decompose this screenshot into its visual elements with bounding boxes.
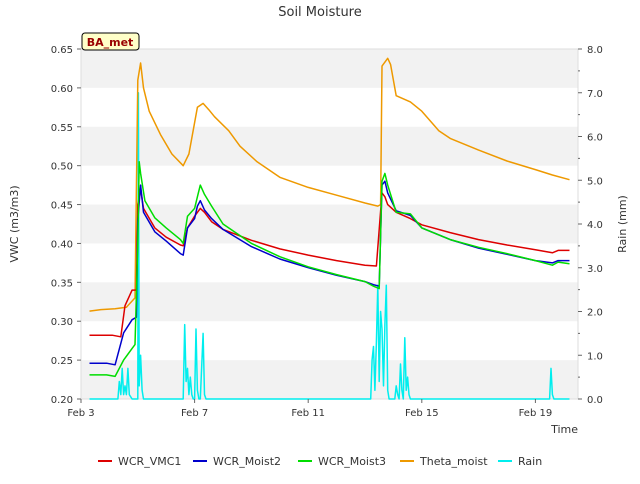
series-line-rain <box>89 92 570 400</box>
y-axis-label: VWC (m3/m3) <box>8 185 21 262</box>
legend-label: Theta_moist <box>419 455 488 468</box>
y-tick-label: 0.35 <box>51 278 73 289</box>
background-bands <box>81 49 578 399</box>
legend-label: WCR_Moist3 <box>318 455 386 468</box>
legend-label: WCR_Moist2 <box>213 455 281 468</box>
series-line-wcr-moist3 <box>89 161 570 378</box>
y-tick-label: 0.30 <box>51 317 73 328</box>
ticks-layer: 0.20 0.25 0.30 0.35 0.40 0.45 0.50 0.55 0.60 0.65… <box>51 45 603 419</box>
y2-tick-label: 1.0 <box>587 351 603 362</box>
badge-box <box>81 32 140 51</box>
legend-label: Rain <box>518 455 542 468</box>
y-tick-label: 0.20 <box>51 395 73 406</box>
grid-band <box>81 360 578 399</box>
series-line-theta-moist <box>89 57 570 312</box>
y2-tick-label: 6.0 <box>587 133 603 144</box>
x-tick-label: Feb 7 <box>181 408 208 419</box>
series-layer <box>89 57 570 400</box>
chart-title: Soil Moisture <box>278 5 362 20</box>
y2-tick-label: 2.0 <box>587 308 603 319</box>
legend: WCR_VMC1 WCR_Moist2 WCR_Moist3 Theta_moist R… <box>98 455 542 468</box>
y-tick-label: 0.65 <box>51 45 73 56</box>
grid-band <box>81 282 578 322</box>
badge: BA_met <box>81 32 140 51</box>
x-tick-label: Feb 11 <box>291 408 325 419</box>
y-tick-label: 0.60 <box>51 84 73 95</box>
y2-tick-label: 4.0 <box>587 220 603 231</box>
y2-tick-label: 3.0 <box>587 264 603 275</box>
x-tick-label: Feb 3 <box>67 408 94 419</box>
y2-tick-label: 7.0 <box>587 89 603 100</box>
y-tick-label: 0.45 <box>51 201 73 212</box>
y-tick-label: 0.25 <box>51 356 73 367</box>
legend-label: WCR_VMC1 <box>118 455 181 468</box>
y2-axis-label: Rain (mm) <box>616 195 629 253</box>
badge-label: BA_met <box>87 36 134 49</box>
grid-band <box>81 204 578 244</box>
x-tick-label: Feb 19 <box>519 408 553 419</box>
grid-band <box>81 126 578 166</box>
grid-band <box>81 49 578 88</box>
y2-tick-label: 5.0 <box>587 176 603 187</box>
y2-tick-label: 8.0 <box>587 45 603 56</box>
y-tick-label: 0.55 <box>51 123 73 134</box>
y-tick-label: 0.40 <box>51 239 73 250</box>
y-tick-label: 0.50 <box>51 162 73 173</box>
x-axis-label: Time <box>550 423 578 436</box>
x-tick-label: Feb 15 <box>405 408 439 419</box>
y2-tick-label: 0.0 <box>587 395 603 406</box>
